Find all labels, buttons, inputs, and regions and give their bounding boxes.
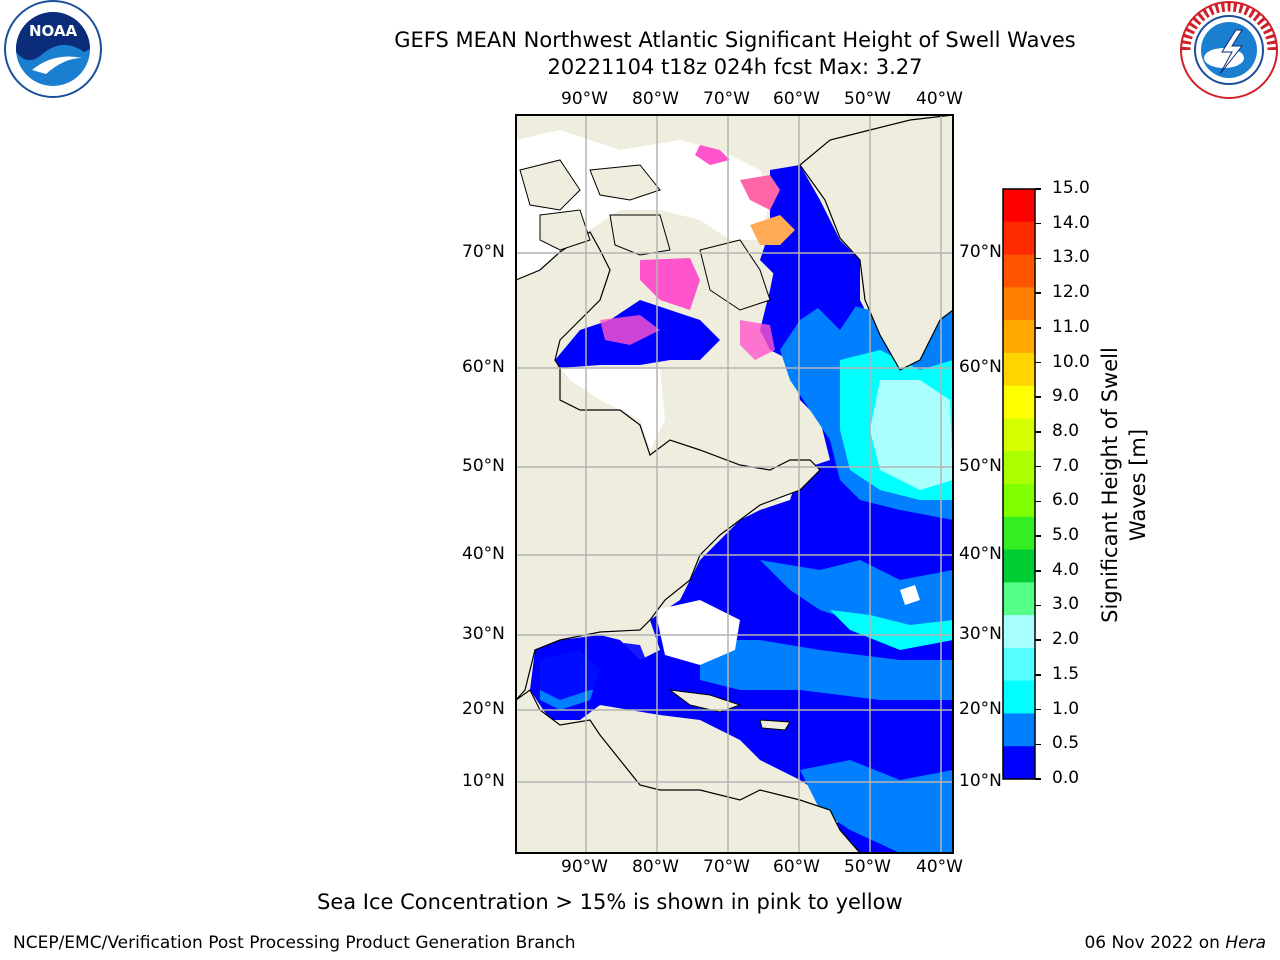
colorbar-segment — [1003, 484, 1035, 518]
colorbar-tick-mark — [1035, 327, 1041, 329]
lat-label-left-10n: 10°N — [462, 771, 505, 791]
colorbar-segment — [1003, 680, 1035, 714]
lat-label-right-70n: 70°N — [959, 242, 1002, 262]
lon-label-top-90w: 90°W — [561, 89, 608, 109]
colorbar-tick-label: 10.0 — [1052, 351, 1090, 372]
colorbar-segment — [1003, 549, 1035, 583]
colorbar-tick-mark — [1035, 465, 1041, 468]
lat-label-right-20n: 20°N — [959, 699, 1002, 719]
colorbar-segment — [1003, 221, 1035, 256]
colorbar-segment — [1003, 418, 1035, 452]
lon-label-bottom-40w: 40°W — [916, 857, 963, 877]
lon-label-bottom-50w: 50°W — [844, 857, 891, 877]
colorbar-tick-mark — [1035, 570, 1041, 572]
footer-date-text: 06 Nov 2022 on — [1084, 933, 1220, 953]
colorbar-tick-label: 13.0 — [1052, 247, 1090, 268]
lat-label-left-20n: 20°N — [462, 699, 505, 719]
colorbar-segment — [1003, 287, 1035, 321]
colorbar-segment — [1003, 516, 1035, 551]
colorbar-tick-mark — [1035, 188, 1041, 190]
noaa-logo-text: NOAA — [29, 22, 78, 40]
lon-label-top-70w: 70°W — [703, 89, 750, 109]
colorbar-segment — [1003, 746, 1035, 780]
colorbar-tick-label: 7.0 — [1052, 455, 1080, 476]
colorbar-tick-mark — [1035, 500, 1041, 503]
chart-title: GEFS MEAN Northwest Atlantic Significant… — [394, 28, 1076, 52]
colorbar-tick-label: 12.0 — [1052, 282, 1090, 303]
colorbar-segment — [1003, 451, 1035, 485]
colorbar-tick-mark — [1035, 639, 1041, 641]
noaa-logo-icon: NOAA — [4, 0, 102, 98]
colorbar-segment — [1003, 582, 1035, 616]
sea-ice-note: Sea Ice Concentration > 15% is shown in … — [317, 890, 903, 914]
lon-label-top-80w: 80°W — [632, 89, 679, 109]
colorbar-segment — [1003, 713, 1035, 747]
colorbar-tick-label: 1.5 — [1052, 663, 1080, 684]
colorbar-segment — [1003, 647, 1035, 682]
lat-label-right-60n: 60°N — [959, 357, 1002, 377]
lon-label-bottom-60w: 60°W — [773, 857, 820, 877]
colorbar-tick-mark — [1035, 431, 1041, 433]
colorbar-label: Significant Height of Swell Waves [m] — [1096, 305, 1156, 665]
colorbar-tick-label: 3.0 — [1052, 594, 1080, 615]
lat-label-left-60n: 60°N — [462, 357, 505, 377]
footer-credit: NCEP/EMC/Verification Post Processing Pr… — [13, 933, 576, 953]
lat-label-right-10n: 10°N — [959, 771, 1002, 791]
lon-label-bottom-90w: 90°W — [561, 857, 608, 877]
lat-label-left-70n: 70°N — [462, 242, 505, 262]
colorbar-tick-mark — [1035, 257, 1041, 260]
colorbar-tick-mark — [1035, 396, 1041, 398]
colorbar-label-line1: Significant Height of Swell — [1098, 347, 1122, 623]
colorbar-segment — [1003, 189, 1035, 223]
colorbar-tick-label: 11.0 — [1052, 316, 1090, 337]
colorbar-tick-mark — [1035, 292, 1041, 294]
colorbar-tick-label: 5.0 — [1052, 525, 1080, 546]
greenland-land — [799, 115, 953, 371]
graticule — [516, 115, 953, 853]
footer-host: Hera — [1225, 933, 1266, 953]
colorbar-tick-mark — [1035, 743, 1041, 746]
colorbar-tick-mark — [1035, 361, 1041, 364]
lon-label-bottom-80w: 80°W — [632, 857, 679, 877]
colorbar-tick-label: 4.0 — [1052, 559, 1080, 580]
colorbar-tick-label: 8.0 — [1052, 420, 1080, 441]
colorbar-tick-label: 9.0 — [1052, 386, 1080, 407]
lat-label-left-30n: 30°N — [462, 624, 505, 644]
lat-label-left-50n: 50°N — [462, 456, 505, 476]
arctic-ice — [516, 130, 770, 280]
lon-label-top-50w: 50°W — [844, 89, 891, 109]
footer-date: 06 Nov 2022 on Hera — [1084, 933, 1266, 953]
lon-label-top-60w: 60°W — [773, 89, 820, 109]
lat-label-right-30n: 30°N — [959, 624, 1002, 644]
colorbar-segment — [1003, 615, 1035, 649]
colorbar-tick-mark — [1035, 535, 1041, 537]
colorbar-tick-mark — [1035, 708, 1041, 711]
colorbar-tick-mark — [1035, 222, 1041, 225]
colorbar-tick-label: 15.0 — [1052, 178, 1090, 198]
lat-label-right-50n: 50°N — [959, 456, 1002, 476]
colorbar-tick-label: 2.0 — [1052, 629, 1080, 650]
colorbar-tick-mark — [1035, 674, 1041, 676]
lat-label-right-40n: 40°N — [959, 544, 1002, 564]
colorbar-segment — [1003, 385, 1035, 419]
colorbar-segment — [1003, 254, 1035, 288]
colorbar-tick-mark — [1035, 604, 1041, 607]
lon-label-bottom-70w: 70°W — [703, 857, 750, 877]
nws-logo-icon — [1180, 1, 1278, 99]
lat-label-left-40n: 40°N — [462, 544, 505, 564]
colorbar-segment — [1003, 352, 1035, 387]
colorbar-segment — [1003, 320, 1035, 354]
colorbar-tick-label: 1.0 — [1052, 698, 1080, 719]
lon-label-top-40w: 40°W — [916, 89, 963, 109]
colorbar — [1002, 188, 1036, 780]
chart-subtitle: 20221104 t18z 024h fcst Max: 3.27 — [547, 55, 923, 79]
colorbar-tick-label: 14.0 — [1052, 212, 1090, 233]
colorbar-tick-label: 0.0 — [1052, 768, 1080, 788]
colorbar-tick-mark — [1035, 778, 1041, 780]
colorbar-label-line2: Waves [m] — [1126, 428, 1150, 542]
colorbar-tick-label: 0.5 — [1052, 733, 1080, 754]
colorbar-tick-label: 6.0 — [1052, 490, 1080, 511]
